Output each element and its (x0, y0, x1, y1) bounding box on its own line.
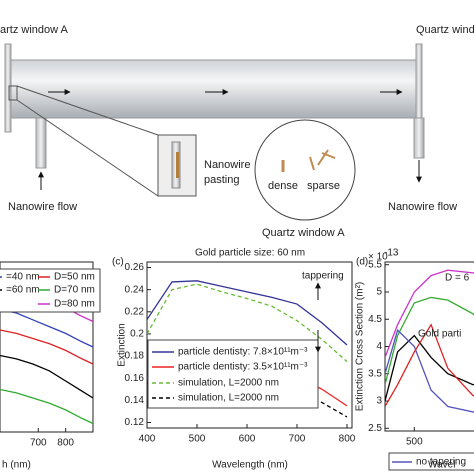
legend-label: no tapering (416, 457, 466, 468)
window-rod (4, 43, 12, 133)
series-line (385, 296, 474, 385)
series-line (385, 334, 474, 402)
y-tick-label: 4.5 (368, 314, 382, 325)
zoom-line (16, 99, 159, 197)
label: dense (268, 180, 298, 192)
x-axis-label: Wavel (428, 460, 455, 471)
label: Nanowire flow (388, 201, 457, 213)
legend-label: particle dentisty: 7.8×10¹¹m⁻³ (178, 347, 308, 358)
y-tick-label: 0.22 (125, 306, 145, 317)
y-tick-label: 0.18 (125, 351, 145, 362)
y-tick-label: 0.26 (125, 262, 145, 273)
legend-label: D=80 nm (54, 299, 95, 310)
y-tick-label: 3.5 (368, 368, 382, 379)
x-tick-label: 400 (139, 434, 156, 445)
x-tick-label: 600 (239, 434, 256, 445)
nanowire-layer (176, 152, 179, 178)
nanowire (321, 152, 336, 159)
nanowire (309, 156, 315, 171)
series-line (385, 269, 474, 358)
x-tick-label: 700 (30, 438, 47, 449)
legend-label: =40 nm (6, 272, 40, 283)
series-line (0, 308, 93, 348)
annotation: D = 6 (445, 273, 470, 284)
panel-label: (d) (356, 257, 368, 268)
y-tick-label: 0.12 (125, 417, 145, 428)
series-line (0, 329, 93, 365)
y-tick-label: 2.5 (368, 423, 382, 434)
y-tick-label: 3 (376, 396, 382, 407)
legend-label: D=70 nm (54, 285, 95, 296)
plot-frame (384, 261, 474, 432)
label: Nanowire (204, 159, 250, 171)
legend-label: =60 nm (6, 285, 40, 296)
axis-multiplier-exp: -13 (384, 248, 399, 259)
detail-circle (254, 119, 356, 221)
outlet (413, 117, 425, 159)
series-line (385, 323, 474, 407)
y-tick-label: 5 (376, 287, 382, 298)
y-tick-label: 0.24 (125, 284, 145, 295)
y-tick-label: 4 (376, 341, 382, 352)
zoom-line (16, 85, 159, 136)
label: sparse (307, 180, 340, 192)
legend-box (388, 452, 474, 471)
nanowire (317, 149, 329, 166)
label: Nanowire flow (8, 201, 77, 213)
y-tick-label: 0.14 (125, 395, 145, 406)
x-tick-label: 800 (57, 438, 74, 449)
x-tick-label: 500 (406, 437, 423, 448)
legend-label: particle dentisty: 3.5×10¹¹m⁻³ (178, 362, 308, 373)
y-tick-label: 0.2 (130, 329, 144, 340)
legend-label: simulation, L=2000 nm (178, 393, 279, 404)
y-axis-label: Extinction Cross Section (m²) (355, 282, 366, 411)
x-tick-label: 500 (189, 434, 206, 445)
y-tick-label: 0.16 (125, 373, 145, 384)
setup-diagram: artz window A Quartz window Nanowire flo… (0, 24, 474, 239)
x-tick-label: 700 (289, 434, 306, 445)
series-line (0, 388, 93, 425)
series-line (385, 328, 474, 413)
panel-label: (c) (112, 257, 124, 268)
tube (7, 59, 421, 119)
plot-lines (385, 269, 474, 413)
legend-box (147, 339, 319, 409)
zoom-box (8, 85, 18, 101)
x-axis-label: h (nm) (2, 460, 31, 471)
axis-multiplier: × 10 (368, 252, 388, 263)
plot-frame (146, 261, 353, 429)
charts: 700 800 =40 nm D=50 nm =60 nm D=70 nm D=80 nm h… (0, 248, 474, 471)
panel-title: Gold particle size: 60 nm (195, 248, 305, 259)
x-tick-label: 800 (339, 434, 356, 445)
series-line (147, 283, 348, 363)
label: Quartz window (416, 24, 474, 36)
series-line (147, 280, 348, 346)
y-tick-label: 5.5 (368, 259, 382, 270)
inlet (35, 117, 47, 169)
y-axis-label: Extinction (117, 323, 128, 366)
legend-label: simulation, L=2000 nm (178, 378, 279, 389)
label: pasting (204, 174, 239, 186)
series-line (0, 354, 93, 399)
label: Quartz window A (262, 227, 345, 239)
x-axis-label: Wavelength (nm) (212, 460, 288, 471)
legend-label: D=50 nm (54, 272, 95, 283)
annotation: tappering (302, 271, 344, 282)
label: artz window A (0, 24, 69, 36)
panel-title: Gold parti (418, 329, 461, 340)
